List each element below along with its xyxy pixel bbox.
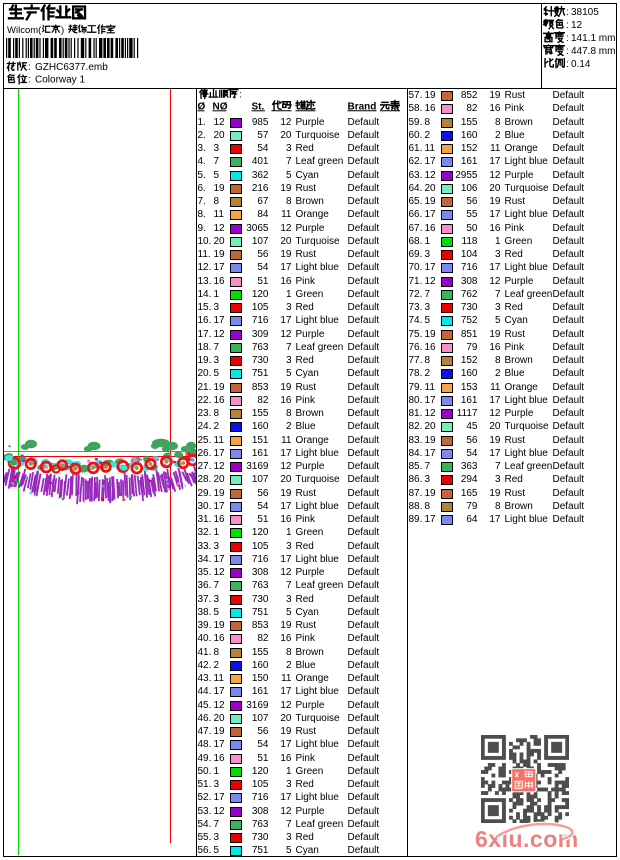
svg-text:Brand: Brand <box>348 102 377 113</box>
svg-text:Ø: Ø <box>198 102 206 113</box>
svg-text:0.14: 0.14 <box>571 59 591 70</box>
svg-text::: : <box>566 46 569 57</box>
svg-text::: : <box>28 62 31 73</box>
svg-text:): ) <box>61 25 64 36</box>
svg-text::: : <box>28 75 31 86</box>
svg-text:GZHC6377.emb: GZHC6377.emb <box>35 62 108 73</box>
svg-text:38105: 38105 <box>571 7 599 18</box>
svg-text::: : <box>566 7 569 18</box>
svg-text:447.8 mm: 447.8 mm <box>571 46 615 57</box>
svg-text:Colorway 1: Colorway 1 <box>35 75 85 86</box>
svg-text::: : <box>239 90 242 101</box>
svg-text::: : <box>566 59 569 70</box>
svg-text:12: 12 <box>571 20 583 31</box>
svg-text::: : <box>566 33 569 44</box>
svg-text:141.1 mm: 141.1 mm <box>571 33 615 44</box>
svg-text:NØ: NØ <box>213 102 228 113</box>
svg-text:Wilcom(: Wilcom( <box>7 25 42 36</box>
svg-text::: : <box>566 20 569 31</box>
svg-text:St.: St. <box>252 102 265 113</box>
